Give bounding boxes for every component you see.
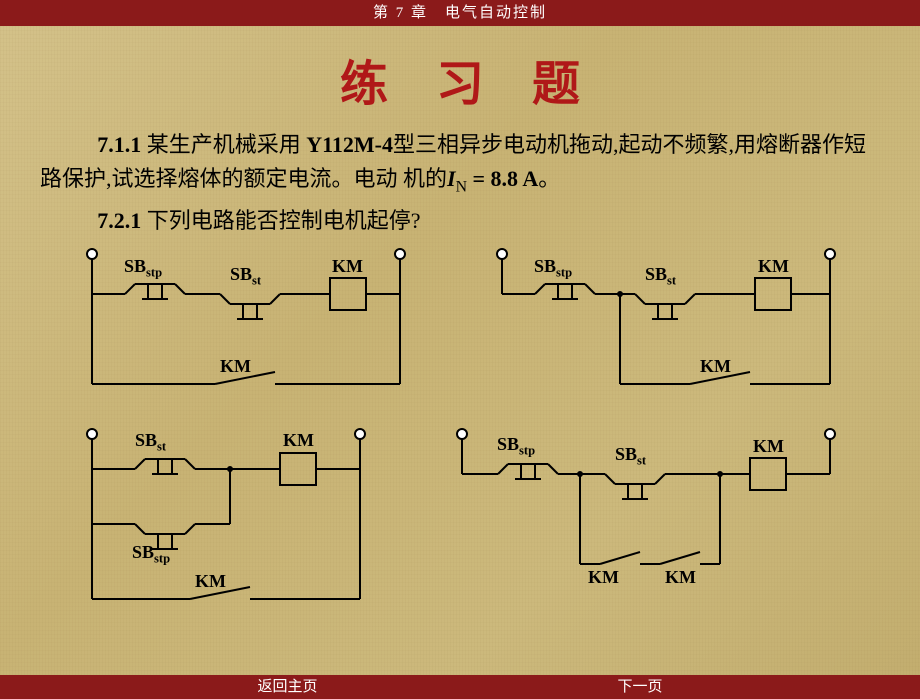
question-7-2-1: 7.2.1 下列电路能否控制电机起停? bbox=[40, 204, 880, 238]
circuit-3: SBst KM SBstp KM bbox=[80, 424, 380, 629]
q2-number: 7.2.1 bbox=[97, 208, 141, 233]
next-link[interactable]: 下一页 bbox=[618, 675, 663, 699]
circuit-1: SBstp SBst KM KM bbox=[80, 244, 420, 424]
page-title: 练 习 题 bbox=[0, 44, 920, 114]
circuit-2: SBstp SBst KM KM bbox=[490, 244, 850, 424]
footer-bar: 返回主页 下一页 bbox=[0, 675, 920, 699]
back-link[interactable]: 返回主页 bbox=[257, 675, 317, 699]
content-block: 7.1.1 某生产机械采用 Y112M-4型三相异步电动机拖动,起动不频繁,用熔… bbox=[0, 114, 920, 238]
q1-number: 7.1.1 bbox=[97, 132, 141, 157]
question-7-1-1: 7.1.1 某生产机械采用 Y112M-4型三相异步电动机拖动,起动不频繁,用熔… bbox=[40, 128, 880, 200]
circuit-diagrams: SBstp SBst KM KM bbox=[40, 244, 880, 624]
header-bar: 第 7 章 电气自动控制 bbox=[0, 0, 920, 26]
chapter-title: 第 7 章 电气自动控制 bbox=[373, 5, 547, 21]
circuit-4: SBstp SBst KM KM KM bbox=[450, 424, 850, 619]
